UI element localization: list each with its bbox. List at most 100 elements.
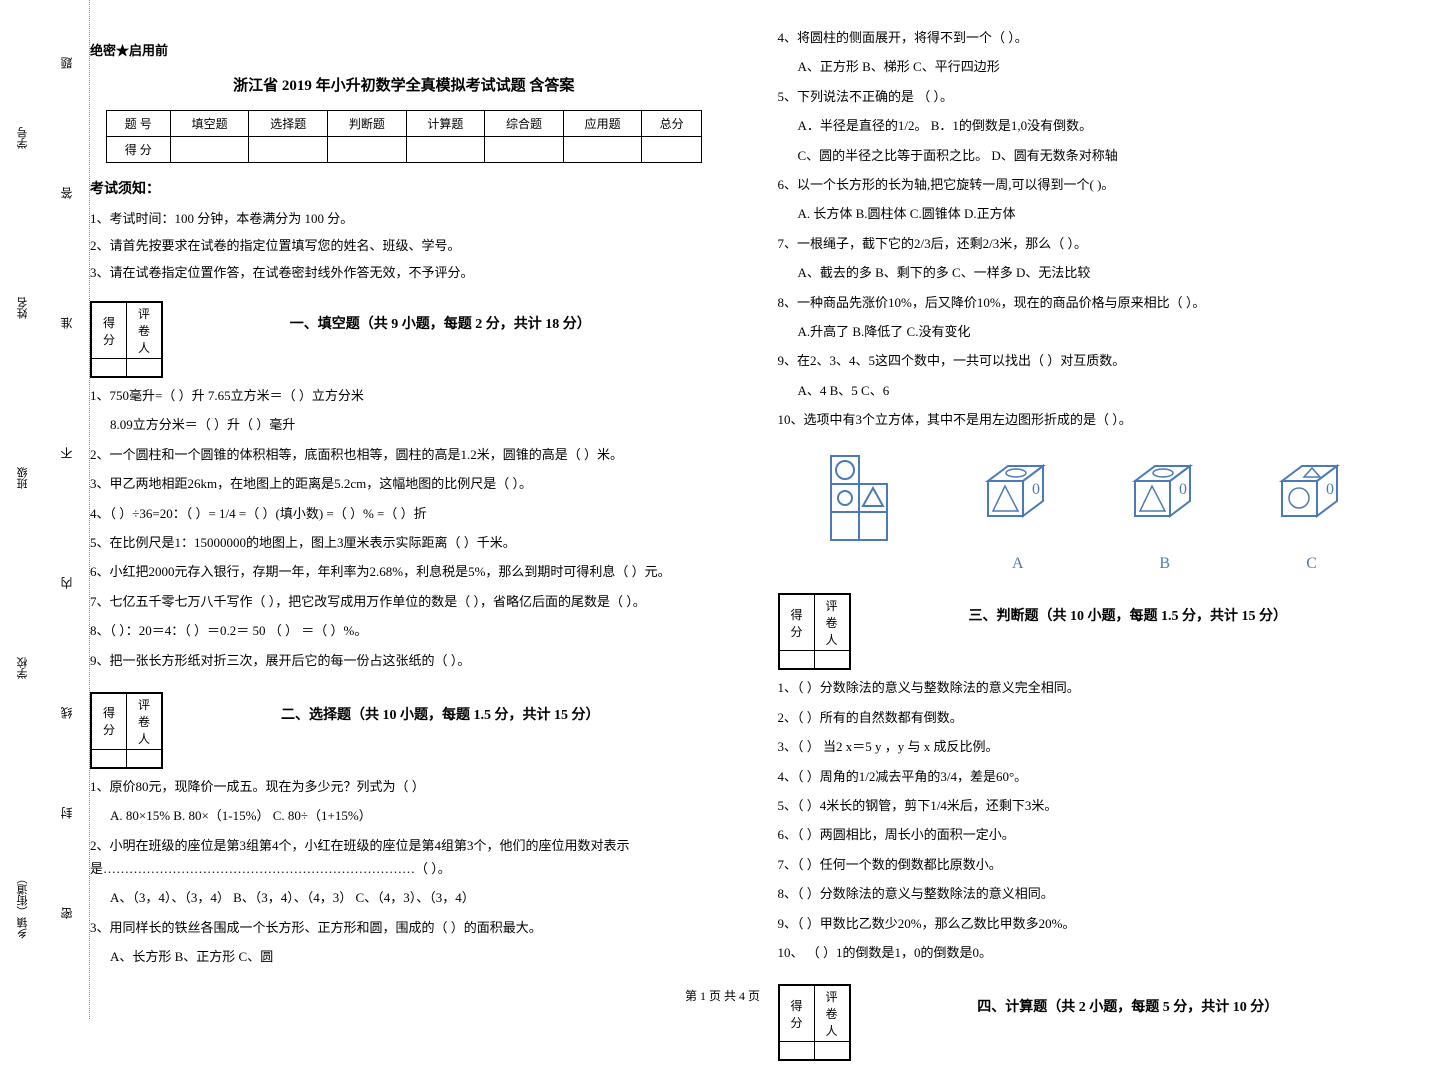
question-options: A、截去的多 B、剩下的多 C、一样多 D、无法比较 xyxy=(778,261,1406,284)
section-3-title: 三、判断题（共 10 小题，每题 1.5 分，共计 15 分） xyxy=(851,605,1406,625)
question: 7、一根绳子，截下它的2/3后，还剩2/3米，那么（ ）。 xyxy=(778,232,1406,255)
notice-item: 1、考试时间：100 分钟，本卷满分为 100 分。 xyxy=(90,208,718,227)
cube-label-a: A xyxy=(968,555,1068,573)
section-scorebox: 得分评卷人 xyxy=(90,692,163,769)
binding-margin: 乡镇（街道） 学校 班级 姓名 学号 密 封 线 内 不 准 答 题 xyxy=(0,0,90,1019)
section-3-header: 得分评卷人 三、判断题（共 10 小题，每题 1.5 分，共计 15 分） xyxy=(778,593,1406,670)
notice-item: 3、请在试卷指定位置作答，在试卷密封线外作答无效，不予评分。 xyxy=(90,262,718,281)
svg-text:0: 0 xyxy=(1179,481,1187,498)
question: 8、（ ）分数除法的意义与整数除法的意义相同。 xyxy=(778,882,1406,905)
table-row: 得 分 xyxy=(106,137,701,163)
scorebox-cell xyxy=(814,1042,849,1060)
cube-option-b: 0 B xyxy=(1115,446,1215,573)
seal-char-8: 题 xyxy=(58,57,75,69)
question: 1、原价80元，现降价一成五。现在为多少元？列式为（ ） xyxy=(90,775,718,798)
cube-option-a: 0 A xyxy=(968,446,1068,573)
cube-label-b: B xyxy=(1115,555,1215,573)
question: 3、用同样长的铁丝各围成一个长方形、正方形和圆，围成的（ ）的面积最大。 xyxy=(90,916,718,939)
confidential-label: 绝密★启用前 xyxy=(90,40,718,59)
question: 5、在比例尺是1：15000000的地图上，图上3厘米表示实际距离（ ）千米。 xyxy=(90,531,718,554)
question: 9、（ ）甲数比乙数少20%，那么乙数比甲数多20%。 xyxy=(778,912,1406,935)
seal-char-4: 内 xyxy=(58,577,75,589)
question: 3、甲乙两地相距26km，在地图上的距离是5.2cm，这幅地图的比例尺是（ ）。 xyxy=(90,472,718,495)
cube-net xyxy=(821,446,921,573)
seal-char-5: 不 xyxy=(58,447,75,459)
cube-option-c: 0 C xyxy=(1262,446,1362,573)
question-options: A、4 B、5 C、6 xyxy=(778,379,1406,402)
score-col-header: 综合题 xyxy=(485,111,564,137)
question: 4、（ ）÷36=20：（ ）= 1/4 =（ ）(填小数) =（ ）% =（ … xyxy=(90,502,718,525)
scorebox-label: 得分 xyxy=(92,303,127,359)
scorebox-cell xyxy=(92,749,127,767)
question: 1、750毫升=（ ）升 7.65立方米＝（ ）立方分米 xyxy=(90,384,718,407)
cube-figures: 0 A 0 B xyxy=(778,446,1406,573)
question: 6、小红把2000元存入银行，存期一年，年利率为2.68%，利息税是5%，那么到… xyxy=(90,560,718,583)
score-row-label: 得 分 xyxy=(106,137,170,163)
question-options: C、圆的半径之比等于面积之比。 D、圆有无数条对称轴 xyxy=(778,144,1406,167)
section-scorebox: 得分评卷人 xyxy=(778,593,851,670)
svg-text:0: 0 xyxy=(1326,481,1334,498)
cube-net-svg xyxy=(821,446,921,546)
score-col-header: 选择题 xyxy=(249,111,328,137)
score-cell xyxy=(642,137,701,163)
question: 8、（ ）：20＝4：（ ）＝0.2＝ 50 （ ） ＝（ ）%。 xyxy=(90,619,718,642)
question: 10、选项中有3个立方体，其中不是用左边图形折成的是（ ）。 xyxy=(778,408,1406,431)
table-row: 题 号 填空题 选择题 判断题 计算题 综合题 应用题 总分 xyxy=(106,111,701,137)
question: 2、（ ）所有的自然数都有倒数。 xyxy=(778,706,1406,729)
question: 7、（ ）任何一个数的倒数都比原数小。 xyxy=(778,853,1406,876)
question: 4、将圆柱的侧面展开，将得不到一个（ ）。 xyxy=(778,26,1406,49)
scorebox-label: 评卷人 xyxy=(127,303,162,359)
question: 5、（ ）4米长的钢管，剪下1/4米后，还剩下3米。 xyxy=(778,794,1406,817)
exam-title: 浙江省 2019 年小升初数学全真模拟考试试题 含答案 xyxy=(90,74,718,95)
notice-item: 2、请首先按要求在试卷的指定位置填写您的姓名、班级、学号。 xyxy=(90,235,718,254)
score-summary-table: 题 号 填空题 选择题 判断题 计算题 综合题 应用题 总分 得 分 xyxy=(106,110,702,163)
seal-char-7: 答 xyxy=(58,187,75,199)
score-col-header: 总分 xyxy=(642,111,701,137)
scorebox-label: 评卷人 xyxy=(127,693,162,749)
question-options: A. 长方体 B.圆柱体 C.圆锥体 D.正方体 xyxy=(778,202,1406,225)
scorebox-cell xyxy=(127,359,162,377)
question: 9、把一张长方形纸对折三次，展开后它的每一份占这张纸的（ ）。 xyxy=(90,649,718,672)
score-cell xyxy=(406,137,485,163)
question: 6、以一个长方形的长为轴,把它旋转一周,可以得到一个( )。 xyxy=(778,173,1406,196)
question: 6、（ ）两圆相比，周长小的面积一定小。 xyxy=(778,823,1406,846)
question: 2、一个圆柱和一个圆锥的体积相等，底面积也相等，圆柱的高是1.2米，圆锥的高是（… xyxy=(90,443,718,466)
question: 2、小明在班级的座位是第3组第4个，小红在班级的座位是第4组第3个，他们的座位用… xyxy=(90,834,718,881)
question-options: A.升高了 B.降低了 C.没有变化 xyxy=(778,320,1406,343)
score-cell xyxy=(170,137,249,163)
question: 5、下列说法不正确的是 （ ）。 xyxy=(778,85,1406,108)
seal-char-3: 线 xyxy=(58,707,75,719)
seal-char-2: 封 xyxy=(58,807,75,819)
notice-title: 考试须知： xyxy=(90,178,718,198)
score-cell xyxy=(328,137,407,163)
score-col-header: 应用题 xyxy=(563,111,642,137)
section-1-title: 一、填空题（共 9 小题，每题 2 分，共计 18 分） xyxy=(163,313,718,333)
svg-text:0: 0 xyxy=(1032,481,1040,498)
question-options: A、正方形 B、梯形 C、平行四边形 xyxy=(778,55,1406,78)
question-options: A．半径是直径的1/2。 B．1的倒数是1,0没有倒数。 xyxy=(778,114,1406,137)
score-col-header: 填空题 xyxy=(170,111,249,137)
binding-name: 姓名 xyxy=(15,297,31,319)
score-cell xyxy=(563,137,642,163)
scorebox-label: 评卷人 xyxy=(814,595,849,651)
scorebox-cell xyxy=(779,1042,814,1060)
seal-char-1: 密 xyxy=(58,907,75,919)
left-column: 绝密★启用前 浙江省 2019 年小升初数学全真模拟考试试题 含答案 题 号 填… xyxy=(90,20,718,1061)
scorebox-cell xyxy=(779,651,814,669)
question: 8、一种商品先涨价10%，后又降价10%，现在的商品价格与原来相比（ ）。 xyxy=(778,291,1406,314)
scorebox-cell xyxy=(92,359,127,377)
question: 7、七亿五千零七万八千写作（ ），把它改写成用万作单位的数是（ ），省略亿后面的… xyxy=(90,590,718,613)
section-scorebox: 得分评卷人 xyxy=(90,301,163,378)
section-2-header: 得分评卷人 二、选择题（共 10 小题，每题 1.5 分，共计 15 分） xyxy=(90,692,718,769)
question: 8.09立方分米＝（ ）升（ ）毫升 xyxy=(90,413,718,436)
question-options: A. 80×15% B. 80×（1-15%） C. 80÷（1+15%） xyxy=(90,804,718,827)
question: 4、（ ）周角的1/2减去平角的3/4，差是60°。 xyxy=(778,765,1406,788)
right-column: 4、将圆柱的侧面展开，将得不到一个（ ）。 A、正方形 B、梯形 C、平行四边形… xyxy=(778,20,1406,1061)
section-2-title: 二、选择题（共 10 小题，每题 1.5 分，共计 15 分） xyxy=(163,704,718,724)
score-cell xyxy=(485,137,564,163)
section-1-header: 得分评卷人 一、填空题（共 9 小题，每题 2 分，共计 18 分） xyxy=(90,301,718,378)
question: 9、在2、3、4、5这四个数中，一共可以找出（ ）对互质数。 xyxy=(778,349,1406,372)
scorebox-label: 得分 xyxy=(92,693,127,749)
question: 10、 （ ）1的倒数是1，0的倒数是0。 xyxy=(778,941,1406,964)
page-content: 绝密★启用前 浙江省 2019 年小升初数学全真模拟考试试题 含答案 题 号 填… xyxy=(0,0,1445,1081)
